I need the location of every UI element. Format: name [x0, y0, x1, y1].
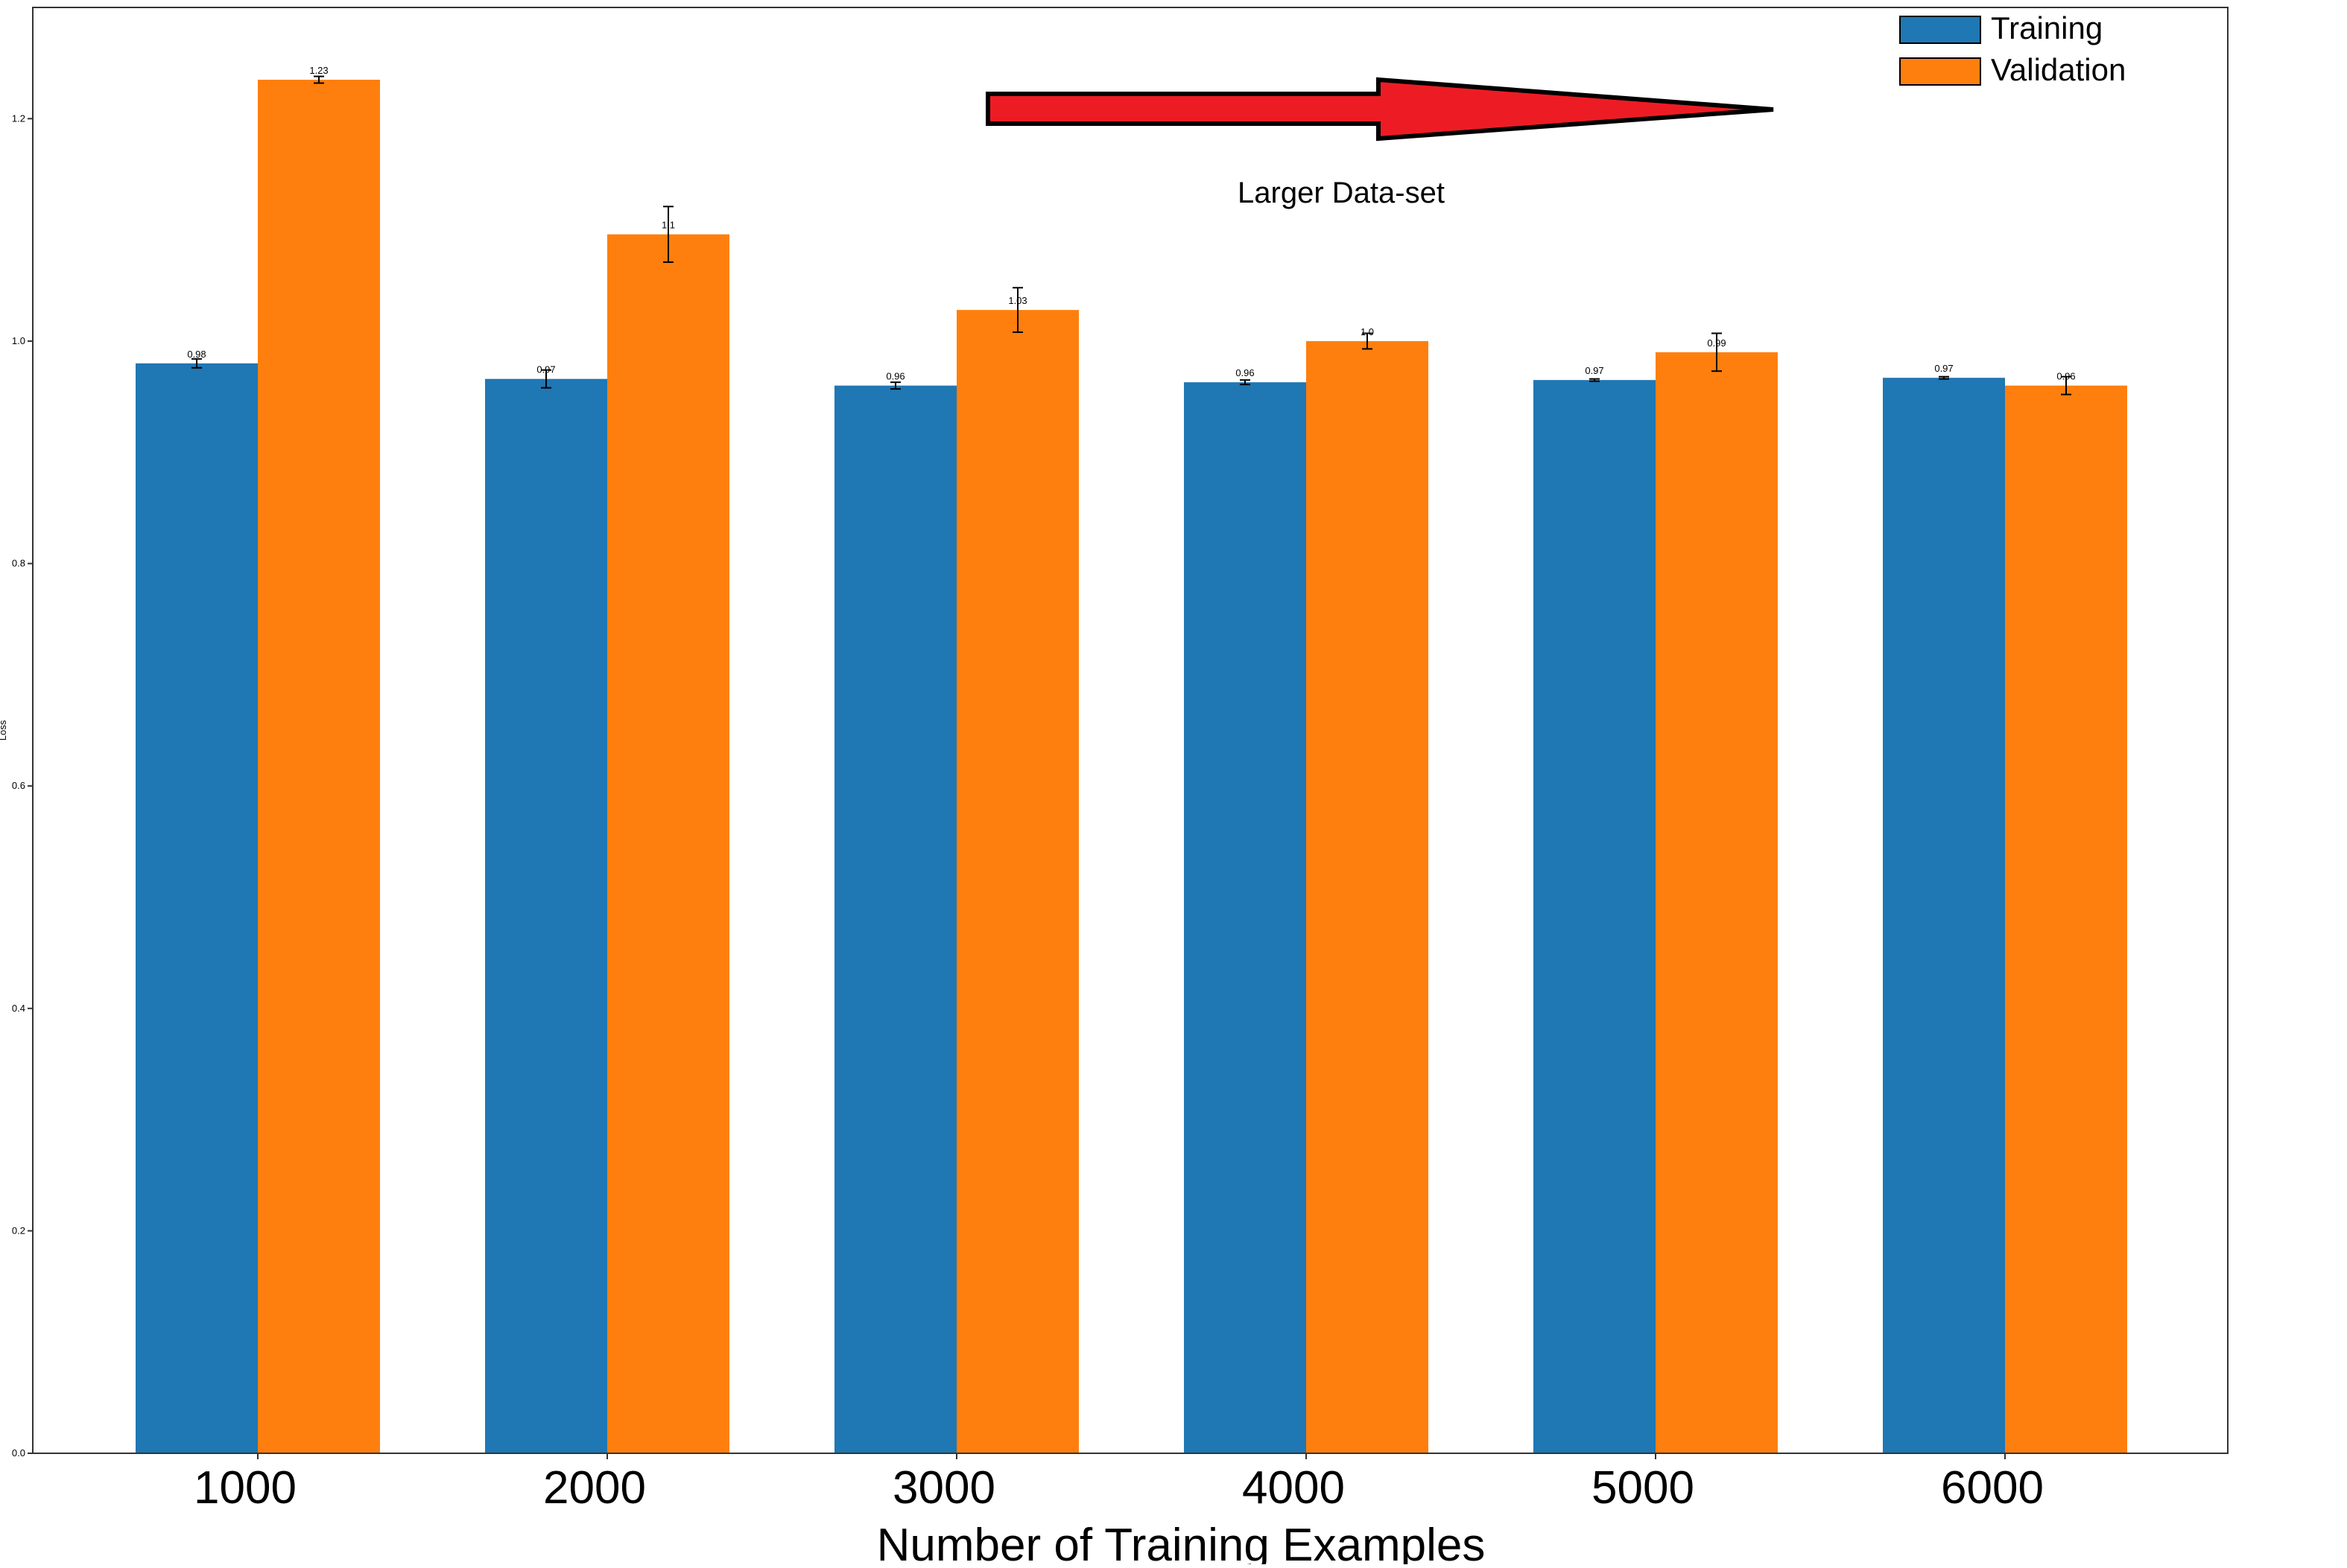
error-bar-validation-5000 [1711, 332, 1722, 372]
error-bar-validation-3000 [1013, 287, 1023, 333]
y-tick-label-0.2: 0.2 [12, 1225, 25, 1236]
y-tick-label-0.0: 0.0 [12, 1447, 25, 1459]
legend: Training Validation [1899, 10, 2126, 87]
bar-training-6000 [1883, 378, 2005, 1454]
bar-validation-1000 [258, 80, 380, 1453]
bar-training-1000 [136, 363, 258, 1453]
data-label-training-5000: 0.97 [1585, 365, 1603, 376]
legend-swatch-training [1899, 16, 1981, 44]
data-label-training-2000: 0.97 [536, 364, 555, 375]
bar-validation-3000 [957, 310, 1079, 1453]
error-bar-training-6000 [1939, 375, 1949, 380]
y-tick-label-0.6: 0.6 [12, 780, 25, 791]
legend-label-validation: Validation [1991, 52, 2126, 87]
error-bar-validation-6000 [2061, 375, 2071, 396]
legend-swatch-validation [1899, 57, 1981, 86]
bar-validation-4000 [1306, 340, 1428, 1453]
x-axis-label: Number of Training Examples [877, 1520, 1486, 1564]
legend-label-training: Training [1991, 10, 2103, 45]
bar-validation-5000 [1656, 352, 1778, 1453]
y-tick-label-1.0: 1.0 [12, 335, 25, 346]
error-bar-training-1000 [191, 358, 202, 369]
error-bar-training-2000 [541, 369, 551, 389]
data-label-training-1000: 0.98 [187, 349, 206, 360]
x-tick-label-2000: 2000 [543, 1462, 646, 1514]
x-tick-label-5000: 5000 [1591, 1462, 1694, 1514]
error-bar-training-5000 [1589, 378, 1600, 382]
bar-validation-6000 [2005, 385, 2127, 1453]
data-label-validation-6000: 0.96 [2056, 371, 2075, 382]
data-label-training-6000: 0.97 [1934, 363, 1953, 374]
error-bar-training-3000 [890, 381, 901, 390]
error-bar-validation-4000 [1362, 332, 1372, 350]
data-label-validation-3000: 1.03 [1008, 295, 1027, 306]
x-tick-label-6000: 6000 [1941, 1462, 2044, 1514]
y-tick-label-1.2: 1.2 [12, 112, 25, 124]
error-bar-validation-2000 [663, 206, 674, 263]
bars-layer [136, 80, 2127, 1454]
bar-validation-2000 [607, 234, 729, 1454]
bar-training-4000 [1184, 382, 1306, 1453]
data-label-training-4000: 0.96 [1235, 367, 1254, 378]
y-axis: 0.0 0.2 0.4 0.6 0.8 1.0 1.2 [12, 112, 33, 1459]
annotation-text: Larger Data-set [1238, 177, 1445, 209]
y-tick-label-0.8: 0.8 [12, 558, 25, 569]
error-bars-layer [191, 75, 2071, 396]
x-tick-label-3000: 3000 [893, 1462, 995, 1514]
data-labels-layer: 0.98 1.23 0.97 1.1 0.96 1.03 0.96 1.0 0.97 0.99 0.… [187, 65, 2075, 382]
bar-training-2000 [485, 378, 607, 1453]
bar-training-5000 [1533, 380, 1656, 1453]
plot-area-frame [32, 7, 2229, 1454]
right-arrow-icon [986, 77, 1774, 142]
x-axis: 1000 2000 3000 4000 5000 6000 [194, 1453, 2044, 1514]
bar-training-3000 [834, 385, 957, 1453]
data-label-validation-2000: 1.1 [662, 220, 675, 231]
data-label-validation-4000: 1.0 [1361, 326, 1374, 337]
data-label-validation-5000: 0.99 [1707, 337, 1726, 349]
y-axis-label: Loss [0, 720, 8, 740]
data-label-validation-1000: 1.23 [309, 65, 328, 76]
error-bar-training-4000 [1240, 379, 1250, 386]
y-tick-label-0.4: 0.4 [12, 1003, 25, 1014]
error-bar-validation-1000 [314, 75, 324, 84]
x-tick-label-4000: 4000 [1242, 1462, 1345, 1514]
data-label-training-3000: 0.96 [886, 371, 905, 382]
x-tick-label-1000: 1000 [194, 1462, 297, 1514]
